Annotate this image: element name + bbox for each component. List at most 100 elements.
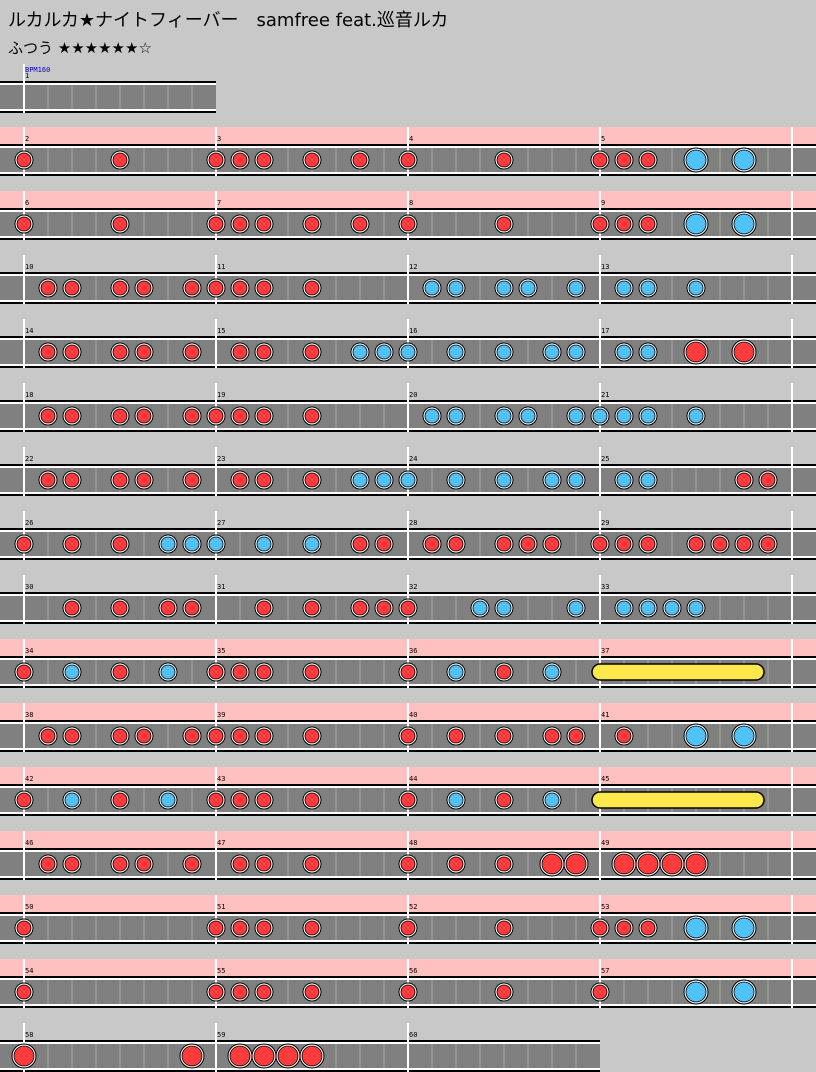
don-note (208, 984, 224, 1000)
measure-number: 1 (25, 72, 29, 80)
measure-number: 16 (409, 327, 417, 335)
don-note (112, 536, 128, 552)
don-note (184, 408, 200, 424)
measure-number: 38 (25, 711, 33, 719)
don-note (448, 856, 464, 872)
ka-note (424, 408, 440, 424)
don-note (400, 856, 416, 872)
measure-number: 24 (409, 455, 417, 463)
don-note (616, 216, 632, 232)
don-note (712, 536, 728, 552)
measure-number: 36 (409, 647, 417, 655)
ka-note (568, 408, 584, 424)
don-note (304, 664, 320, 680)
ka-note (160, 536, 176, 552)
measure-number: 14 (25, 327, 33, 335)
don-note (112, 216, 128, 232)
don-note (256, 280, 272, 296)
don-note (496, 984, 512, 1000)
don-note (304, 984, 320, 1000)
don-note (424, 536, 440, 552)
don-note (40, 472, 56, 488)
measure-number: 9 (601, 199, 605, 207)
don-note (232, 280, 248, 296)
don-note (304, 280, 320, 296)
measure-number: 30 (25, 583, 33, 591)
ka-note (496, 600, 512, 616)
don-note (400, 152, 416, 168)
ka-note (304, 536, 320, 552)
don-note (304, 856, 320, 872)
don-note (592, 152, 608, 168)
ka-note (496, 472, 512, 488)
don-note (232, 856, 248, 872)
measure-number: 19 (217, 391, 225, 399)
don-note (160, 600, 176, 616)
don-note (40, 344, 56, 360)
measure-number: 5 (601, 135, 605, 143)
don-note (640, 152, 656, 168)
big-ka-note (733, 213, 755, 235)
ka-note (616, 600, 632, 616)
don-note (592, 984, 608, 1000)
ka-note (448, 344, 464, 360)
measure-number: 15 (217, 327, 225, 335)
big-ka-note (685, 981, 707, 1003)
don-note (16, 984, 32, 1000)
measure-number: 59 (217, 1031, 225, 1039)
don-note (208, 280, 224, 296)
don-note (232, 792, 248, 808)
big-don-note (613, 853, 635, 875)
don-note (256, 408, 272, 424)
don-note (208, 920, 224, 936)
don-note (184, 280, 200, 296)
measure-number: 48 (409, 839, 417, 847)
ka-note (568, 344, 584, 360)
lane-bottom-border (0, 111, 216, 113)
don-note (616, 920, 632, 936)
don-note (64, 280, 80, 296)
don-note (40, 408, 56, 424)
don-note (592, 536, 608, 552)
don-note (136, 280, 152, 296)
ka-note (640, 344, 656, 360)
don-note (184, 600, 200, 616)
big-don-note (565, 853, 587, 875)
don-note (112, 792, 128, 808)
don-note (64, 856, 80, 872)
measure-number: 43 (217, 775, 225, 783)
measure-number: 3 (217, 135, 221, 143)
ka-note (640, 600, 656, 616)
measure-number: 22 (25, 455, 33, 463)
don-note (184, 344, 200, 360)
don-note (256, 664, 272, 680)
lane (0, 85, 216, 109)
big-don-note (253, 1045, 275, 1067)
ka-note (544, 472, 560, 488)
don-note (256, 792, 272, 808)
don-note (496, 856, 512, 872)
don-note (64, 600, 80, 616)
ka-note (352, 472, 368, 488)
don-note (256, 472, 272, 488)
don-note (16, 664, 32, 680)
don-note (616, 536, 632, 552)
measure-number: 46 (25, 839, 33, 847)
measure-number: 21 (601, 391, 609, 399)
ka-note (688, 600, 704, 616)
measure-number: 33 (601, 583, 609, 591)
drumroll-note (591, 791, 765, 809)
don-note (232, 472, 248, 488)
don-note (208, 728, 224, 744)
ka-note (376, 472, 392, 488)
don-note (496, 152, 512, 168)
don-note (184, 728, 200, 744)
lane-top-border (0, 1040, 600, 1042)
measure-number: 42 (25, 775, 33, 783)
don-note (304, 600, 320, 616)
ka-note (592, 408, 608, 424)
don-note (352, 152, 368, 168)
don-note (640, 216, 656, 232)
don-note (496, 920, 512, 936)
